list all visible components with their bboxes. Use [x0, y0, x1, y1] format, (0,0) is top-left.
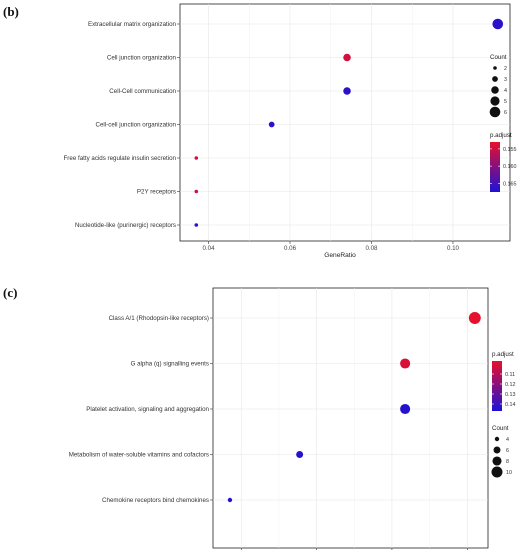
size-legend-key	[492, 76, 498, 82]
size-legend-title: Count	[490, 54, 507, 61]
y-tick-label: Platelet activation, signaling and aggre…	[86, 406, 209, 413]
panel-label-c: (c)	[3, 285, 17, 300]
color-legend-bar	[490, 142, 500, 192]
size-legend-title: Count	[492, 425, 509, 432]
color-legend-label: 0.165	[503, 181, 517, 187]
data-point	[268, 121, 275, 128]
size-legend-label: 6	[506, 448, 509, 454]
size-legend-key	[491, 86, 499, 94]
size-legend-key	[493, 66, 497, 70]
x-axis-title: GeneRatio	[324, 252, 356, 259]
size-legend-label: 5	[504, 99, 507, 105]
y-tick-label: Class A/1 (Rhodopsin-like receptors)	[109, 315, 209, 322]
y-tick-label: P2Y receptors	[137, 189, 176, 196]
data-point	[194, 223, 199, 227]
x-tick-label: 0.04	[202, 245, 215, 252]
size-legend-label: 10	[506, 470, 512, 476]
color-legend-label: 0.155	[503, 147, 517, 153]
data-point	[343, 53, 351, 62]
size-legend-label: 3	[504, 77, 507, 83]
size-legend-key	[494, 436, 500, 442]
data-point	[194, 156, 199, 160]
data-point	[296, 451, 304, 458]
size-legend-label: 6	[504, 110, 507, 116]
size-legend-key	[490, 96, 500, 106]
data-point	[492, 18, 504, 30]
panel-c-chart: Class A/1 (Rhodopsin-like receptors) G al…	[69, 287, 516, 550]
size-legend-label: 2	[504, 66, 507, 72]
x-tick-label: 0.08	[365, 245, 378, 252]
panel-b-chart: Extracellular matrix organization Cell ju…	[64, 3, 517, 259]
plot-panel	[179, 3, 511, 242]
y-tick-label: Cell-Cell communication	[109, 88, 176, 95]
panel-label-b: (b)	[3, 4, 19, 19]
y-tick-label: Nucleotide-like (purinergic) receptors	[75, 222, 176, 229]
color-legend-label: 0.160	[503, 164, 517, 170]
color-legend-label: 0.11	[505, 372, 515, 378]
color-legend-title: p.adjust	[490, 132, 512, 139]
size-legend-label: 4	[506, 437, 509, 443]
size-legend-key	[491, 466, 503, 478]
y-tick-label: G alpha (q) signalling events	[131, 361, 209, 368]
size-legend-label: 4	[504, 88, 507, 94]
color-legend-label: 0.14	[505, 402, 516, 408]
color-legend-title: p.adjust	[492, 351, 514, 358]
color-legend-bar	[492, 361, 502, 411]
data-point	[194, 189, 199, 194]
size-legend-label: 8	[506, 459, 509, 465]
y-tick-label: Cell junction organization	[107, 55, 177, 62]
size-legend-key	[492, 456, 502, 466]
y-tick-label: Chemokine receptors bind chemokines	[102, 497, 209, 504]
data-point	[400, 358, 411, 369]
data-point	[468, 312, 481, 324]
size-legend-key	[489, 106, 501, 118]
y-tick-label: Free fatty acids regulate insulin secret…	[64, 155, 177, 162]
data-point	[227, 497, 233, 503]
plot-panel	[212, 287, 489, 549]
y-tick-label: Metabolism of water-soluble vitamins and…	[69, 452, 209, 459]
x-tick-label: 0.10	[447, 245, 460, 252]
color-legend-label: 0.12	[505, 382, 516, 388]
data-point	[343, 87, 351, 95]
data-point	[400, 403, 411, 415]
color-legend-label: 0.13	[505, 392, 516, 398]
y-tick-label: Cell-cell junction organization	[96, 122, 177, 129]
y-tick-label: Extracellular matrix organization	[88, 21, 177, 28]
x-tick-label: 0.06	[284, 245, 297, 252]
size-legend-key	[493, 446, 501, 454]
